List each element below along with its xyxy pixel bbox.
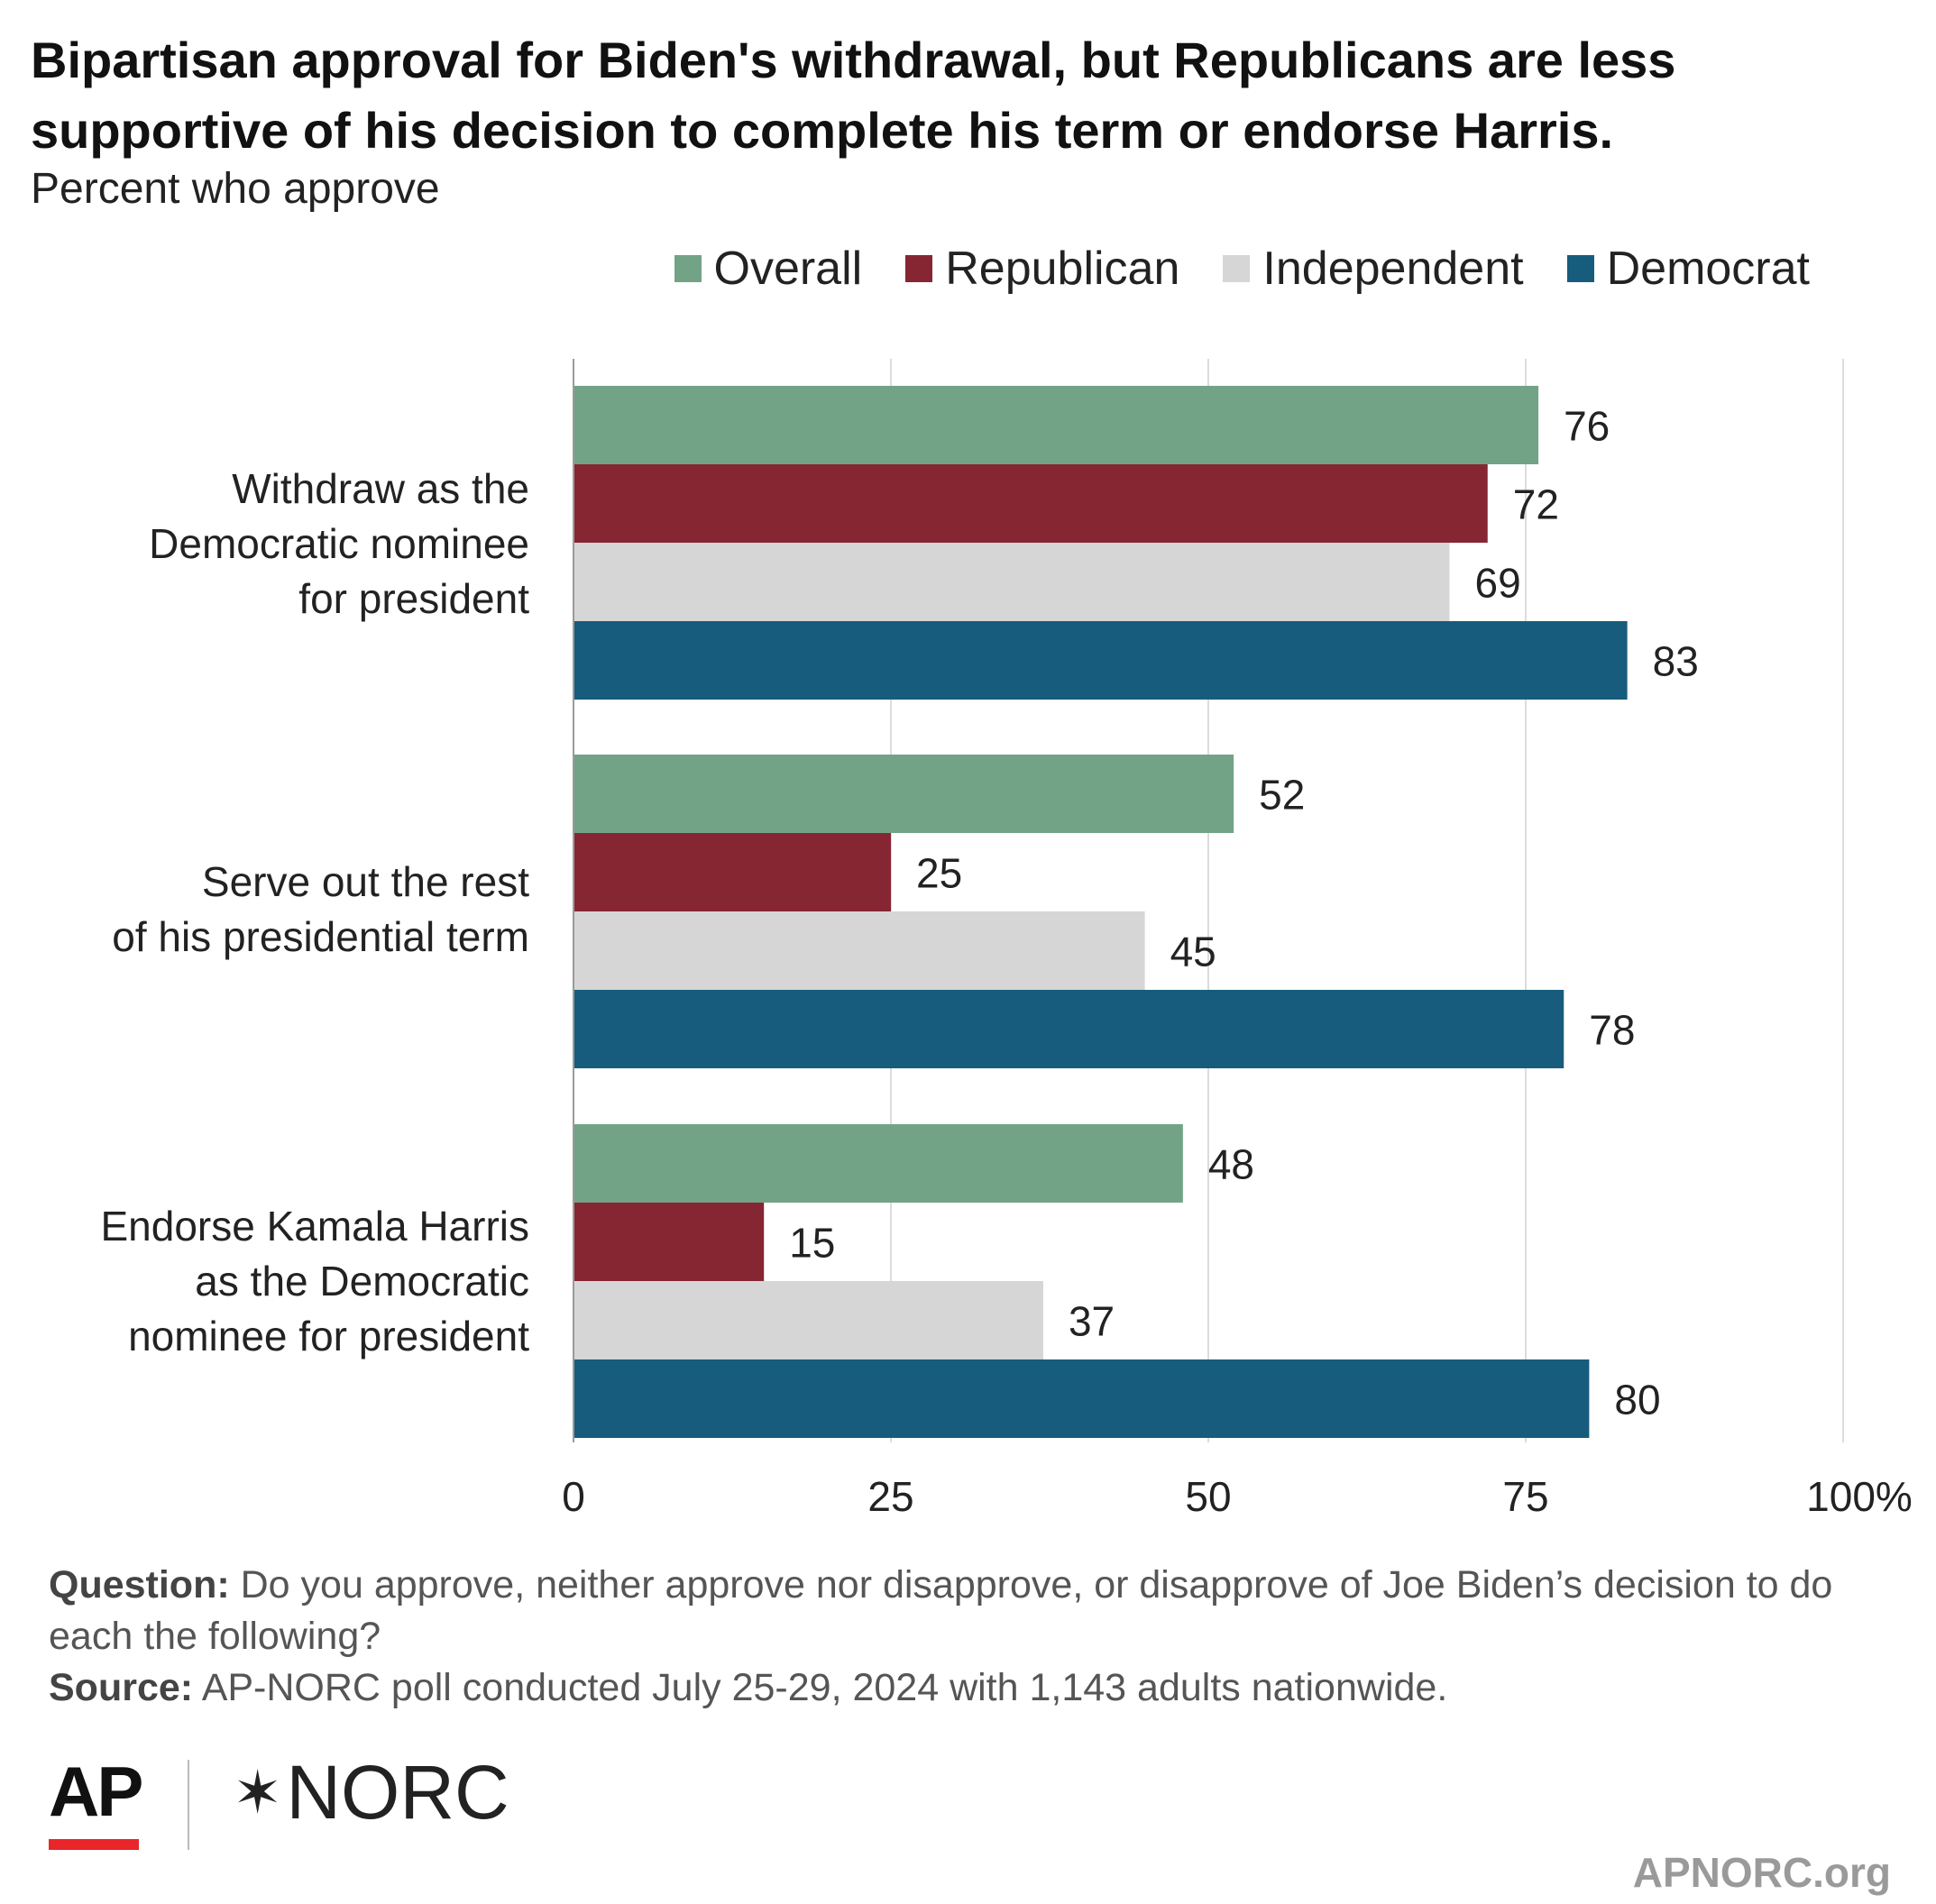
question-label: Question: (49, 1563, 230, 1606)
category-label-withdraw: Withdraw as the Democratic nominee for p… (149, 465, 529, 622)
category-label-serve-out: Serve out the rest of his presidential t… (112, 858, 529, 960)
legend-item-independent: Independent (1223, 242, 1524, 296)
footer-question: Question: Do you approve, neither approv… (49, 1560, 1852, 1662)
value-label-overall-1: 52 (1259, 772, 1305, 819)
value-label-republican-2: 15 (789, 1220, 835, 1267)
chart-subtitle: Percent who approve (31, 165, 440, 213)
norc-star-icon: ✶ (233, 1759, 283, 1826)
chart-title: Bipartisan approval for Biden's withdraw… (31, 32, 1676, 159)
legend-item-democrat: Democrat (1566, 242, 1810, 296)
x-tick-label-0: 0 (562, 1473, 585, 1520)
legend-label-republican: Republican (945, 243, 1180, 295)
bar-independent-2 (573, 1281, 1043, 1359)
bar-democrat-2 (573, 1359, 1590, 1438)
legend-label-democrat: Democrat (1606, 243, 1810, 295)
bar-overall-2 (573, 1124, 1183, 1203)
legend-item-overall: Overall (674, 242, 863, 296)
bar-independent-0 (573, 543, 1450, 621)
bar-republican-0 (573, 464, 1488, 543)
value-label-overall-2: 48 (1208, 1141, 1254, 1188)
value-label-independent-2: 37 (1069, 1298, 1115, 1345)
norc-logo: ✶ NORC (233, 1749, 509, 1836)
ap-logo: AP (49, 1752, 143, 1831)
x-tick-label-2: 50 (1185, 1473, 1231, 1520)
x-tick-label-3: 75 (1502, 1473, 1548, 1520)
source-label: Source: (49, 1666, 194, 1709)
question-text: Do you approve, neither approve nor disa… (49, 1563, 1833, 1658)
value-label-republican-0: 72 (1513, 481, 1559, 528)
legend-label-independent: Independent (1262, 243, 1524, 295)
value-label-democrat-1: 78 (1589, 1007, 1635, 1054)
legend-swatch-overall (674, 255, 702, 282)
value-label-independent-1: 45 (1170, 929, 1216, 975)
bar-republican-2 (573, 1203, 765, 1281)
bar-democrat-1 (573, 990, 1564, 1068)
footer-source: Source: AP-NORC poll conducted July 25-2… (49, 1662, 1852, 1714)
chart-footer: Question: Do you approve, neither approv… (49, 1560, 1852, 1714)
legend-item-republican: Republican (905, 242, 1179, 296)
category-label-endorse-harris: Endorse Kamala Harris as the Democratic … (100, 1203, 529, 1359)
logo-divider (188, 1760, 189, 1850)
x-tick-label-4: 100% (1806, 1473, 1913, 1520)
legend-swatch-democrat (1566, 255, 1594, 282)
site-url: APNORC.org (1632, 1849, 1891, 1896)
value-label-democrat-0: 83 (1653, 638, 1699, 685)
value-label-independent-0: 69 (1475, 560, 1521, 607)
value-label-republican-1: 25 (916, 850, 962, 897)
norc-logo-text: NORC (286, 1750, 509, 1835)
legend-label-overall: Overall (713, 243, 863, 295)
bar-overall-0 (573, 386, 1539, 464)
bar-overall-1 (573, 755, 1234, 833)
bar-democrat-0 (573, 621, 1628, 700)
x-tick-label-1: 25 (867, 1473, 913, 1520)
legend: Overall Republican Independent Democrat (631, 242, 1810, 296)
ap-logo-underline (49, 1839, 139, 1850)
value-label-democrat-2: 80 (1614, 1377, 1660, 1423)
bar-independent-1 (573, 911, 1145, 990)
source-text: AP-NORC poll conducted July 25-29, 2024 … (201, 1666, 1448, 1709)
legend-swatch-independent (1223, 255, 1251, 282)
legend-swatch-republican (905, 255, 933, 282)
value-label-overall-0: 76 (1564, 403, 1610, 450)
bar-republican-1 (573, 833, 891, 911)
